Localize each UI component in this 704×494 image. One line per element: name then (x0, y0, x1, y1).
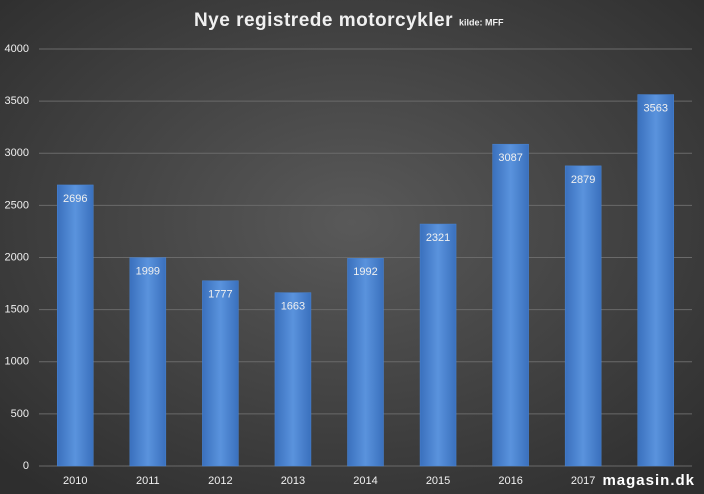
value-label: 2879 (571, 174, 595, 186)
value-label: 3087 (498, 152, 522, 164)
x-tick-label: 2012 (208, 475, 232, 487)
x-tick-label: 2014 (353, 475, 377, 487)
bar (492, 143, 529, 467)
bar (419, 223, 457, 467)
bar (564, 165, 602, 467)
x-tick-label: 2010 (63, 475, 87, 487)
watermark: magasin.dk (602, 472, 695, 489)
value-label: 3563 (643, 102, 667, 114)
y-tick-label: 500 (11, 408, 29, 420)
y-tick-label: 3500 (5, 95, 29, 107)
y-tick-label: 4000 (5, 43, 29, 55)
x-tick-label: 2013 (281, 475, 305, 487)
value-label: 1663 (281, 301, 305, 313)
y-tick-label: 3000 (5, 147, 29, 159)
chart-subtitle: kilde: MFF (459, 17, 504, 27)
y-tick-label: 2500 (5, 199, 29, 211)
bar (202, 280, 239, 467)
chart-title: Nye registrede motorcykler (194, 10, 453, 31)
value-label: 1777 (208, 289, 232, 301)
y-tick-label: 0 (23, 460, 29, 472)
x-tick-label: 2017 (571, 475, 595, 487)
value-label: 1999 (136, 266, 160, 278)
x-tick-label: 2015 (426, 475, 450, 487)
x-tick-label: 2016 (498, 475, 522, 487)
bar (347, 258, 384, 467)
value-label: 2321 (426, 232, 450, 244)
y-tick-label: 2000 (5, 251, 29, 263)
bar (274, 292, 312, 467)
bar (637, 94, 674, 467)
x-tick-label: 2011 (136, 475, 160, 487)
bar (57, 184, 94, 467)
value-label: 2696 (63, 193, 87, 205)
y-tick-label: 1500 (5, 304, 29, 316)
y-tick-label: 1000 (5, 356, 29, 368)
bar (129, 257, 167, 467)
value-label: 1992 (353, 266, 377, 278)
